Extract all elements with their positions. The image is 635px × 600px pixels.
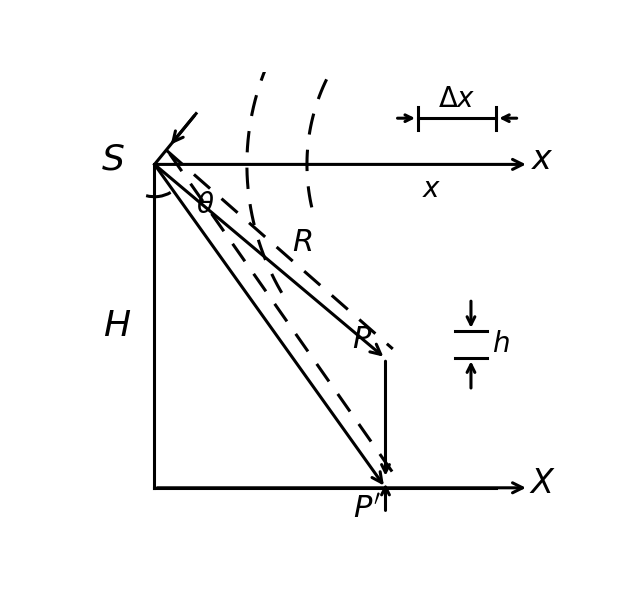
Text: $\theta$: $\theta$ [196, 193, 215, 220]
Text: $x$: $x$ [531, 143, 554, 176]
Text: $\Delta x$: $\Delta x$ [438, 86, 476, 113]
Text: $S$: $S$ [101, 143, 125, 177]
Text: $x$: $x$ [422, 176, 441, 203]
Text: $P$: $P$ [352, 325, 373, 355]
Text: $X$: $X$ [529, 467, 556, 500]
Text: $h$: $h$ [492, 331, 510, 358]
Text: $P'$: $P'$ [353, 493, 381, 524]
Text: $H$: $H$ [104, 309, 131, 343]
Text: $R$: $R$ [292, 227, 312, 259]
